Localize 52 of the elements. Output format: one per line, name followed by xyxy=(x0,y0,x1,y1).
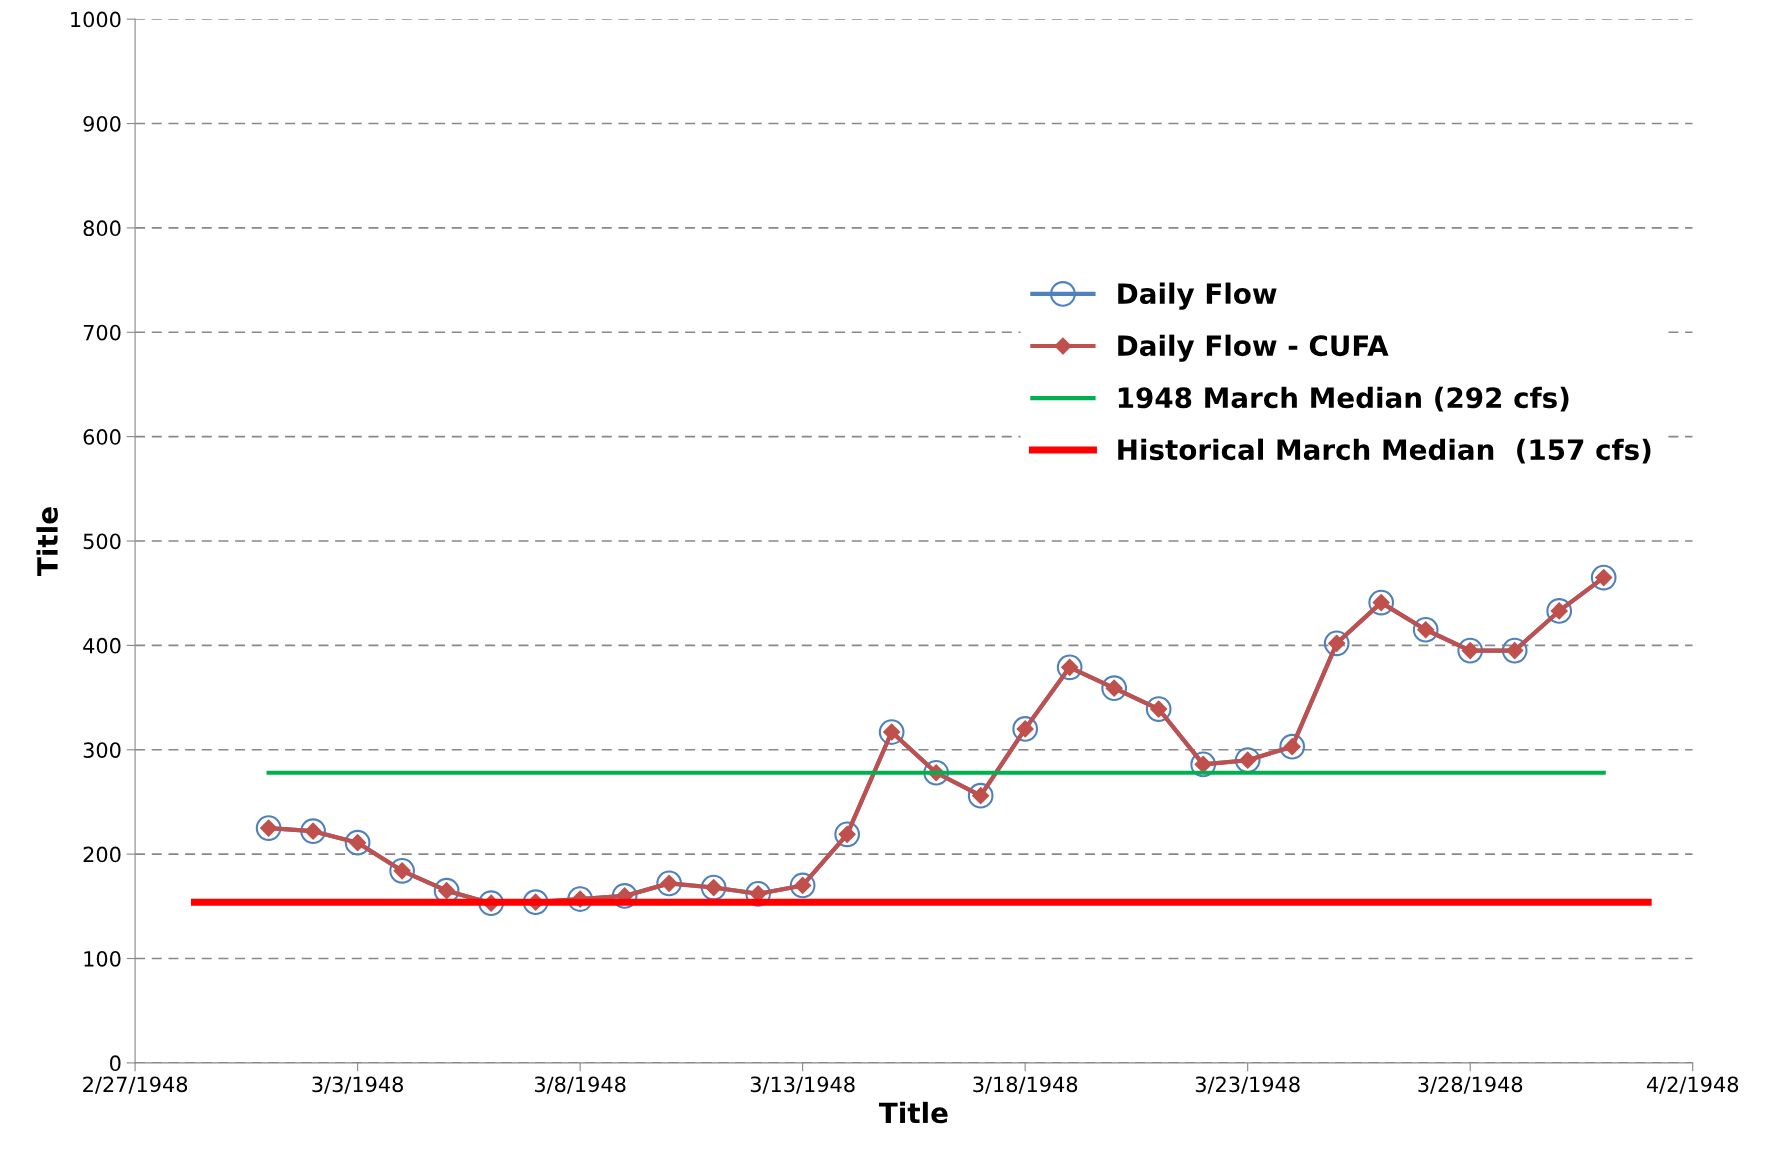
x-tick-label: 4/2/1948 xyxy=(1646,1076,1739,1094)
point xyxy=(1056,654,1083,681)
y-tick-label: 100 xyxy=(84,950,121,967)
point xyxy=(656,870,682,897)
point xyxy=(1546,598,1573,624)
y-tick-label: 800 xyxy=(83,220,121,237)
point xyxy=(700,874,727,901)
x-tick-label: 2/27/1948 xyxy=(83,1076,188,1094)
x-tick-label: 3/28/1948 xyxy=(1418,1076,1523,1094)
point xyxy=(834,821,860,848)
legend-label: Daily Flow - CUFA xyxy=(1118,334,1389,362)
x-tick-label: 3/3/1948 xyxy=(312,1076,403,1094)
point xyxy=(967,782,994,809)
legend-label: 1948 March Median (292 cfs) xyxy=(1118,386,1569,412)
point xyxy=(1145,696,1172,722)
x-tick-label: 3/23/1948 xyxy=(1195,1076,1300,1094)
y-tick-label: 0 xyxy=(110,1055,121,1072)
point xyxy=(1101,675,1128,702)
y-tick-label: 600 xyxy=(83,429,121,445)
point xyxy=(344,829,371,856)
y-axis-title: Title xyxy=(36,507,58,576)
point xyxy=(923,759,949,786)
point xyxy=(1501,637,1528,664)
x-tick-label: 3/13/1948 xyxy=(750,1076,855,1094)
point xyxy=(1012,716,1039,742)
point xyxy=(789,872,816,899)
legend-label: Daily Flow xyxy=(1118,282,1277,310)
point xyxy=(1457,637,1484,664)
point xyxy=(1190,751,1217,778)
y-tick-label: 700 xyxy=(83,324,121,341)
y-tick-label: 300 xyxy=(83,742,121,758)
legend-label: Historical March Median (157 cfs) xyxy=(1118,438,1651,464)
point xyxy=(1590,564,1617,591)
point xyxy=(300,818,326,845)
point xyxy=(1368,589,1395,616)
point xyxy=(522,889,549,916)
x-tick-label: 3/18/1948 xyxy=(973,1076,1078,1094)
point xyxy=(1412,616,1439,643)
point xyxy=(255,815,282,841)
point xyxy=(1234,747,1261,774)
point xyxy=(1323,630,1350,657)
x-tick-label: 3/8/1948 xyxy=(534,1076,626,1094)
point xyxy=(1279,733,1306,760)
y-tick-label: 400 xyxy=(83,637,121,654)
y-tick-label: 900 xyxy=(83,115,121,132)
point xyxy=(878,719,905,745)
point xyxy=(478,890,504,917)
y-tick-label: 1000 xyxy=(71,11,121,28)
y-tick-label: 500 xyxy=(83,533,121,550)
x-axis-title: Title xyxy=(878,1101,948,1124)
y-tick-label: 200 xyxy=(83,846,121,863)
point xyxy=(611,883,638,909)
